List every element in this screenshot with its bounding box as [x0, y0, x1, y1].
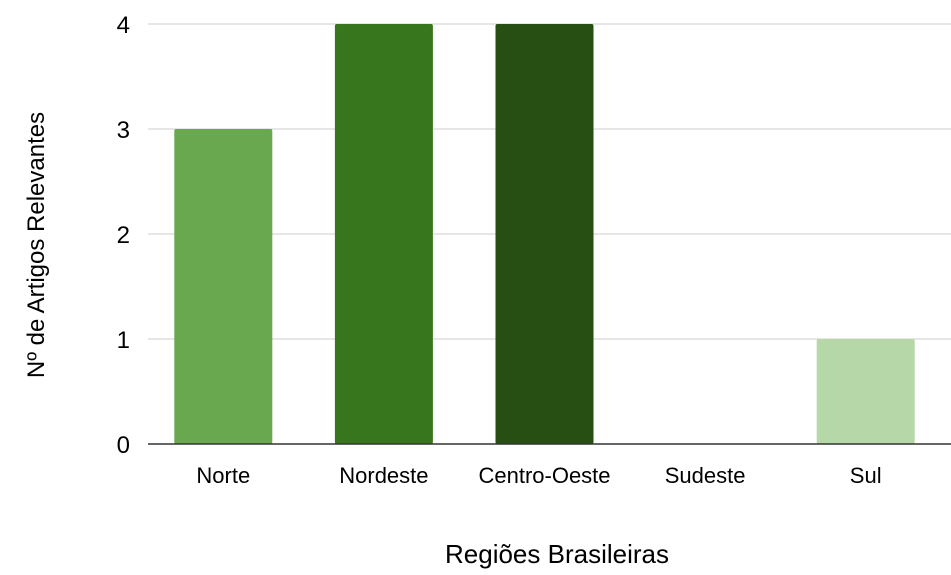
x-tick-label-nordeste: Nordeste	[339, 463, 428, 488]
bar-nordeste	[334, 24, 433, 444]
bar-norte	[174, 129, 273, 444]
bars	[174, 24, 915, 444]
y-tick-label-0: 0	[117, 432, 130, 459]
y-tick-label-3: 3	[117, 117, 130, 144]
y-axis-title: Nº de Artigos Relevantes	[23, 112, 50, 378]
bar-sul	[816, 339, 915, 444]
y-tick-label-2: 2	[117, 222, 130, 249]
bar-centro-oeste	[495, 24, 594, 444]
x-tick-label-sudeste: Sudeste	[665, 463, 746, 488]
y-tick-label-4: 4	[117, 12, 130, 39]
x-tick-labels: Norte Nordeste Centro-Oeste Sudeste Sul	[196, 463, 881, 488]
x-tick-label-centro-oeste: Centro-Oeste	[478, 463, 610, 488]
x-axis-title: Regiões Brasileiras	[445, 539, 669, 569]
x-tick-label-norte: Norte	[196, 463, 250, 488]
y-tick-label-1: 1	[117, 327, 130, 354]
y-tick-labels: 0 1 2 3 4	[117, 12, 130, 459]
x-tick-label-sul: Sul	[850, 463, 882, 488]
